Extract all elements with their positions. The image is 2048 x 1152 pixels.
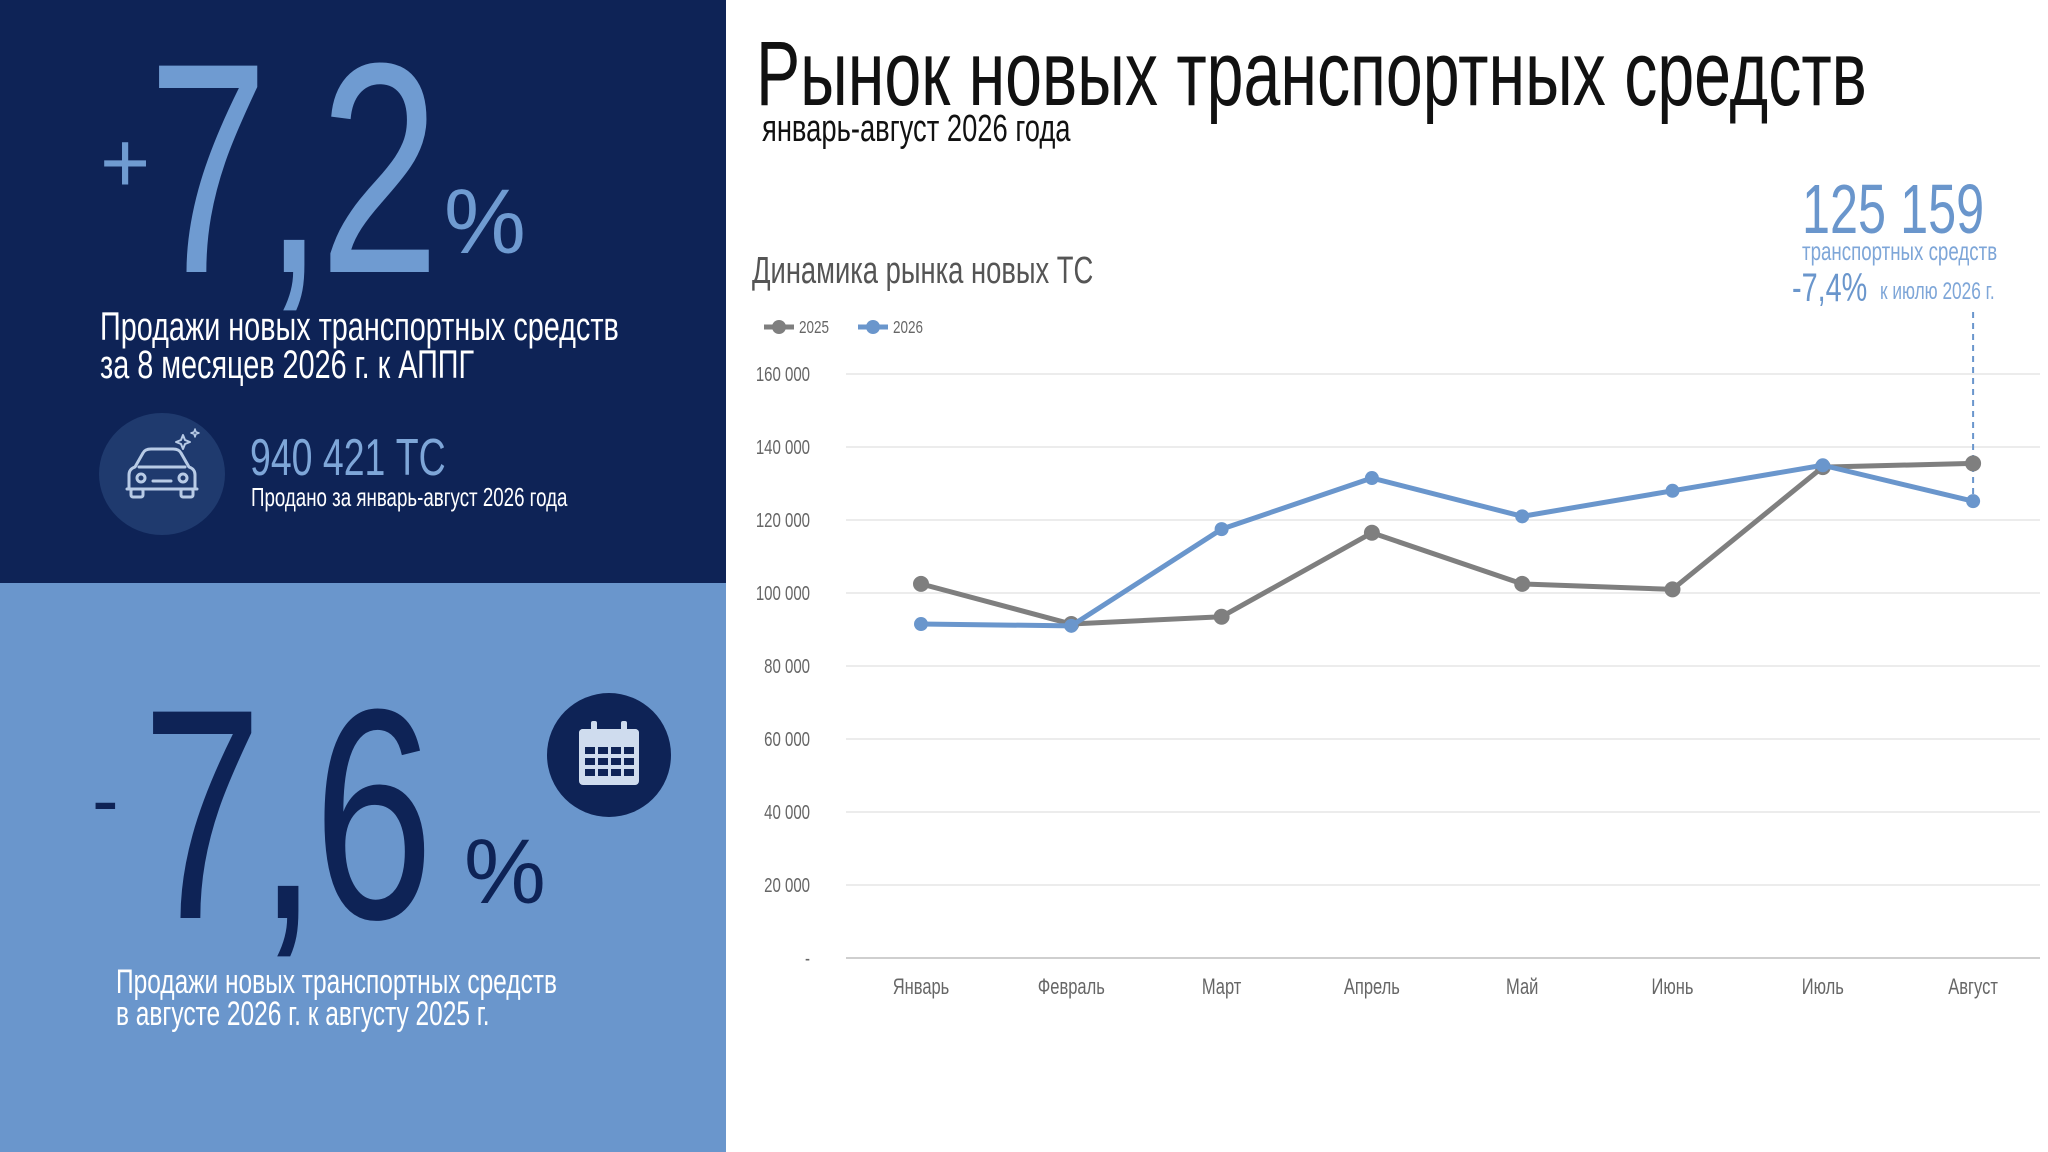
data-point-2026 <box>1665 483 1680 498</box>
kpi-top-unit: % <box>444 171 526 273</box>
page-subtitle: январь-август 2026 года <box>762 108 1071 150</box>
data-point-2026 <box>1064 618 1079 633</box>
sold-total-label: Продано за январь-август 2026 года <box>251 482 568 512</box>
y-tick-label: 40 000 <box>764 801 810 824</box>
chart-title: Динамика рынка новых ТС <box>752 250 1094 292</box>
x-tick-label: Август <box>1948 975 1998 1000</box>
data-point-2026 <box>1515 509 1530 524</box>
x-tick-label: Март <box>1202 975 1242 1000</box>
y-tick-label: 140 000 <box>756 436 810 459</box>
y-tick-label: 80 000 <box>764 655 810 678</box>
y-tick-label: 160 000 <box>756 363 810 386</box>
y-tick-label: - <box>805 947 810 970</box>
data-point-2026 <box>1364 471 1379 486</box>
y-tick-label: 20 000 <box>764 874 810 897</box>
kpi-bottom-sign: - <box>92 755 119 844</box>
page-title: Рынок новых транспортных средств <box>756 23 1867 125</box>
august-callout-change-label: к июлю 2026 г. <box>1880 278 1995 305</box>
series-line-2026 <box>920 462 1974 629</box>
august-callout-unit: транспортных средств <box>1802 236 1998 266</box>
y-tick-label: 60 000 <box>764 728 810 751</box>
data-point-2025 <box>1213 608 1230 625</box>
x-tick-label: Апрель <box>1344 975 1400 1000</box>
legend-marker-2025 <box>772 320 786 334</box>
kpi-bottom-description: Продажи новых транспортных средств в авг… <box>116 963 557 1033</box>
data-point-2026 <box>1815 458 1830 473</box>
sold-total-value: 940 421 ТС <box>250 429 446 487</box>
data-point-2026 <box>1214 522 1229 537</box>
legend-label-2025: 2025 <box>799 318 829 337</box>
data-point-2025 <box>1363 524 1380 541</box>
data-point-2025 <box>1965 455 1982 472</box>
kpi-top-sign: + <box>100 115 151 211</box>
legend-marker-2026 <box>866 320 880 334</box>
data-point-2026 <box>1966 494 1981 509</box>
august-callout-change: -7,4% <box>1792 266 1868 310</box>
x-tick-label: Май <box>1506 975 1538 1000</box>
kpi-bottom-unit: % <box>464 821 546 923</box>
x-tick-label: Июль <box>1802 975 1844 1000</box>
data-point-2025 <box>1514 575 1531 592</box>
bottom-kpi-panel <box>0 583 726 1152</box>
car-icon <box>125 428 200 499</box>
kpi-top-description: Продажи новых транспортных средств за 8 … <box>100 305 619 387</box>
series-line-2025 <box>920 460 1974 627</box>
august-callout-value: 125 159 <box>1802 170 1985 248</box>
data-point-2025 <box>913 575 929 592</box>
data-point-2025 <box>1664 581 1681 598</box>
x-tick-label: Февраль <box>1038 975 1105 1000</box>
car-icon-badge <box>99 413 225 535</box>
y-tick-label: 120 000 <box>756 509 810 532</box>
kpi-top-value: 7,2 <box>148 0 440 336</box>
kpi-bottom-value: 7,6 <box>142 646 434 982</box>
legend-label-2026: 2026 <box>893 318 923 337</box>
x-tick-label: Январь <box>893 975 950 1000</box>
y-tick-label: 100 000 <box>756 582 810 605</box>
calendar-icon <box>579 721 639 785</box>
calendar-icon-badge <box>547 693 671 817</box>
x-tick-label: Июнь <box>1652 975 1694 1000</box>
data-point-2026 <box>914 617 928 632</box>
